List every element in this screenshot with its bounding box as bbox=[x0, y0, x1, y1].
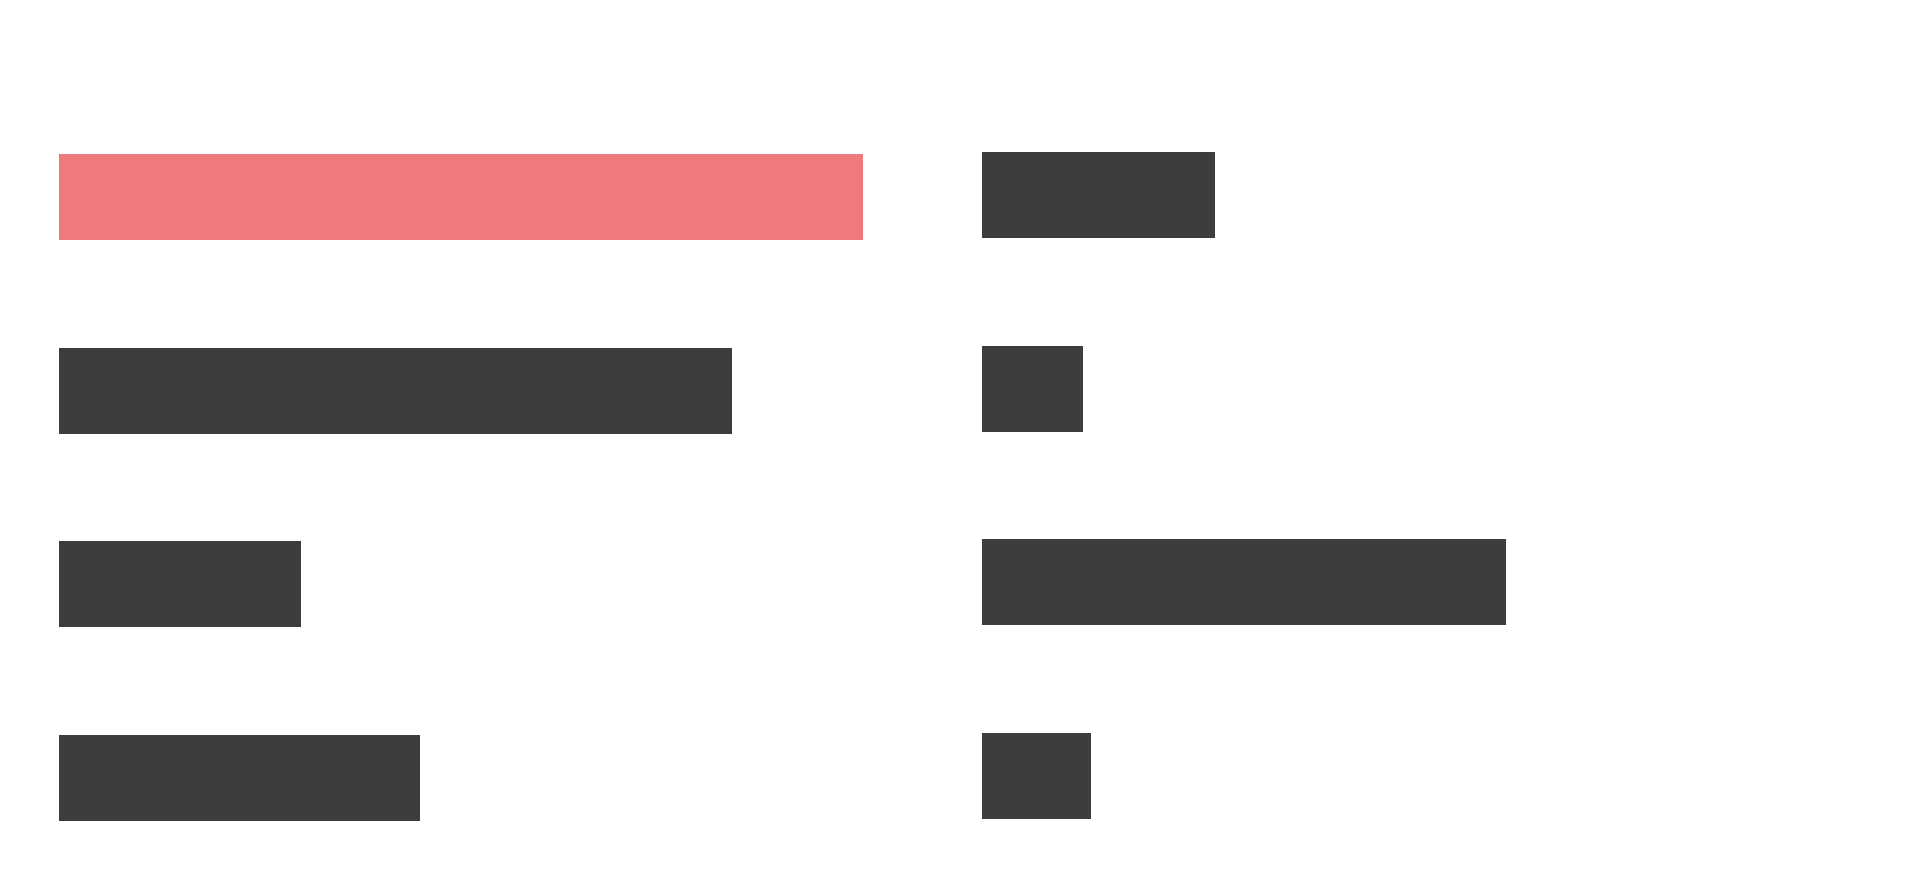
right-bar-2 bbox=[982, 346, 1083, 432]
left-bar-1 bbox=[59, 154, 863, 240]
left-bar-3 bbox=[59, 541, 301, 627]
left-bar-4 bbox=[59, 735, 420, 821]
left-bar-2 bbox=[59, 348, 732, 434]
right-bar-4 bbox=[982, 733, 1091, 819]
right-bar-1 bbox=[982, 152, 1215, 238]
right-bar-3 bbox=[982, 539, 1506, 625]
